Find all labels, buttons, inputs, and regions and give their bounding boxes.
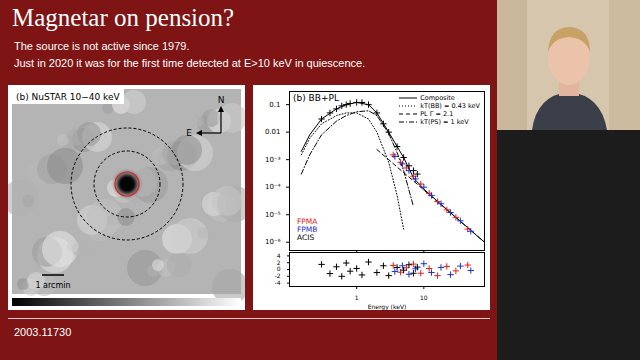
svg-text:10: 10 xyxy=(420,294,428,301)
html-text:(b) BB+PL: (b) BB+PL xyxy=(293,93,339,103)
svg-text:1 arcmin: 1 arcmin xyxy=(35,281,70,290)
svg-text:10⁻⁶: 10⁻⁶ xyxy=(265,238,281,246)
svg-text:10⁻³: 10⁻³ xyxy=(265,156,281,164)
svg-text:0.1: 0.1 xyxy=(269,101,280,109)
html-text:kT(PS) = 1 keV: kT(PS) = 1 keV xyxy=(420,118,469,126)
svg-text:Energy (keV): Energy (keV) xyxy=(368,303,407,311)
svg-text:-4: -4 xyxy=(275,279,281,286)
html-text:ACIS: ACIS xyxy=(297,232,315,242)
svg-text:10⁻⁴: 10⁻⁴ xyxy=(265,183,281,191)
svg-text:(b) NuSTAR 10−40 keV: (b) NuSTAR 10−40 keV xyxy=(16,92,121,102)
html-text:2003.11730: 2003.11730 xyxy=(14,326,72,338)
svg-text:0: 0 xyxy=(277,265,281,272)
html-text:Just in 2020 it was for the fi: Just in 2020 it was for the first time d… xyxy=(14,57,366,69)
svg-text:4: 4 xyxy=(277,252,281,259)
html-text:Composite: Composite xyxy=(420,94,455,102)
html-text:kT(BB) = 0.43 keV: kT(BB) = 0.43 keV xyxy=(420,102,480,110)
svg-text:2: 2 xyxy=(277,259,281,266)
svg-text:0.01: 0.01 xyxy=(265,128,281,136)
html-text:FPMA: FPMA xyxy=(297,216,318,226)
html-text:The source is not active since: The source is not active since 1979. xyxy=(14,40,190,52)
svg-text:10⁻⁵: 10⁻⁵ xyxy=(265,211,281,219)
svg-text:1: 1 xyxy=(355,294,359,301)
html-text:PL Γ = 2.1: PL Γ = 2.1 xyxy=(420,110,454,118)
svg-text:E: E xyxy=(186,128,192,138)
html-text:Magnetar on pension?: Magnetar on pension? xyxy=(12,4,235,31)
html-text:FPMB: FPMB xyxy=(297,224,318,234)
svg-text:-2: -2 xyxy=(275,272,281,279)
svg-text:N: N xyxy=(218,95,225,105)
